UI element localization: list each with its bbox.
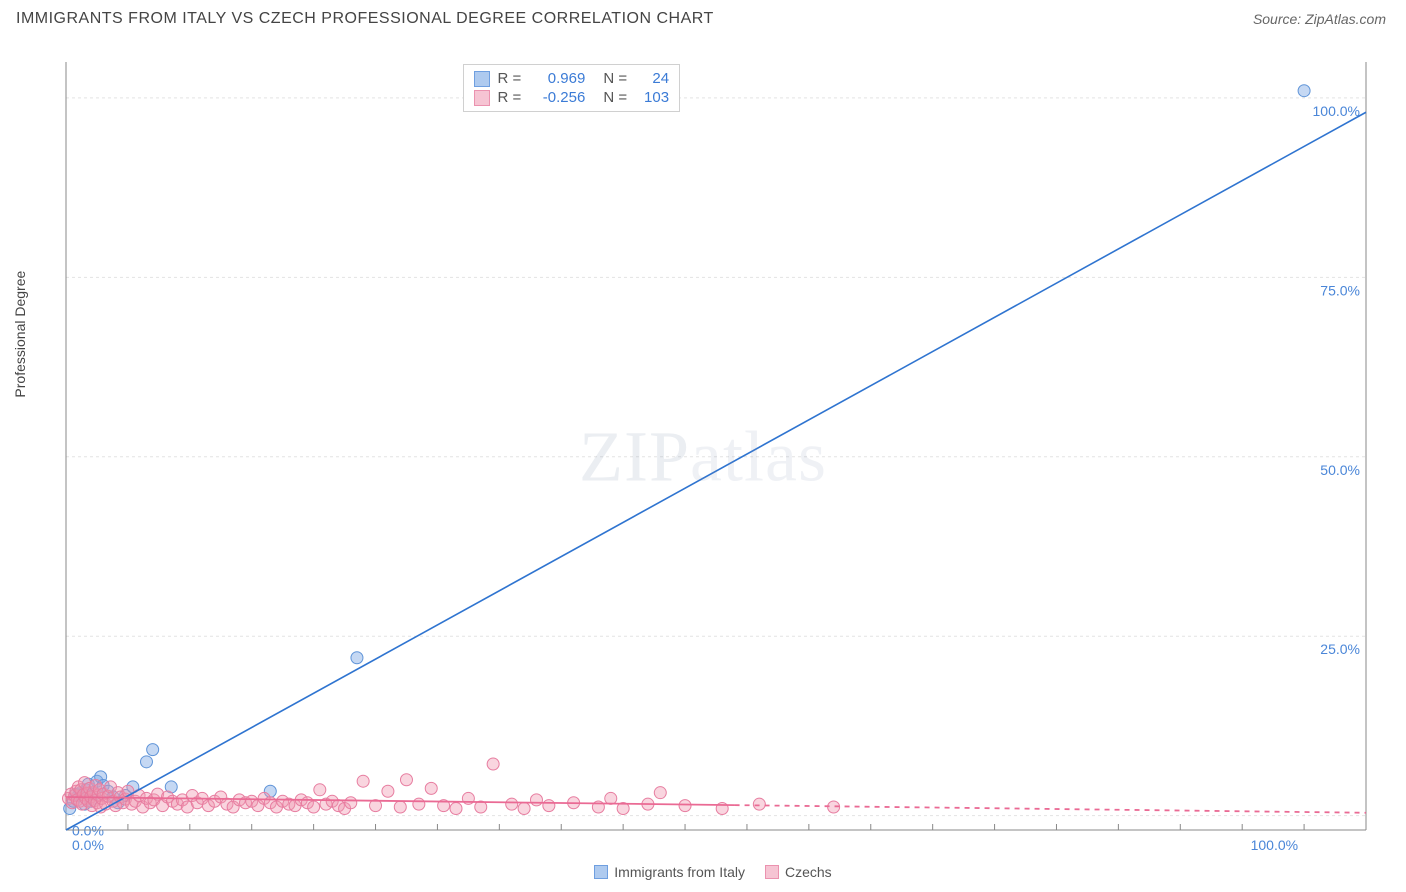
- swatch-italy: [474, 71, 490, 87]
- source-label: Source:: [1253, 11, 1301, 27]
- chart-area: Professional Degree 0.0%25.0%50.0%75.0%1…: [16, 40, 1390, 882]
- stat-r-value-italy: 0.969: [529, 70, 585, 87]
- svg-text:0.0%: 0.0%: [72, 837, 104, 853]
- statistics-box: R = 0.969 N = 24 R = -0.256 N = 103: [463, 64, 681, 112]
- chart-title: IMMIGRANTS FROM ITALY VS CZECH PROFESSIO…: [16, 10, 714, 28]
- svg-text:50.0%: 50.0%: [1320, 462, 1360, 478]
- source-attribution: Source: ZipAtlas.com: [1253, 11, 1386, 27]
- title-bar: IMMIGRANTS FROM ITALY VS CZECH PROFESSIO…: [0, 0, 1406, 32]
- y-axis-title: Professional Degree: [12, 271, 28, 398]
- legend-label-italy: Immigrants from Italy: [614, 864, 745, 880]
- stat-r-label: R =: [498, 70, 522, 87]
- legend-bottom: Immigrants from Italy Czechs: [16, 864, 1390, 880]
- legend-swatch-czech: [765, 865, 779, 879]
- stat-r-value-czech: -0.256: [529, 89, 585, 106]
- legend-label-czech: Czechs: [785, 864, 832, 880]
- stat-n-label: N =: [603, 70, 627, 87]
- stat-n-value-czech: 103: [635, 89, 669, 106]
- legend-swatch-italy: [594, 865, 608, 879]
- svg-text:100.0%: 100.0%: [1313, 103, 1360, 119]
- stat-row-czech: R = -0.256 N = 103: [474, 88, 670, 107]
- correlation-chart: 0.0%25.0%50.0%75.0%100.0%0.0%100.0%: [16, 40, 1386, 882]
- svg-text:75.0%: 75.0%: [1320, 282, 1360, 298]
- stat-row-italy: R = 0.969 N = 24: [474, 69, 670, 88]
- stat-n-value-italy: 24: [635, 70, 669, 87]
- stat-r-label: R =: [498, 89, 522, 106]
- svg-text:25.0%: 25.0%: [1320, 641, 1360, 657]
- stat-n-label: N =: [603, 89, 627, 106]
- swatch-czech: [474, 90, 490, 106]
- svg-text:100.0%: 100.0%: [1251, 837, 1298, 853]
- source-name: ZipAtlas.com: [1305, 11, 1386, 27]
